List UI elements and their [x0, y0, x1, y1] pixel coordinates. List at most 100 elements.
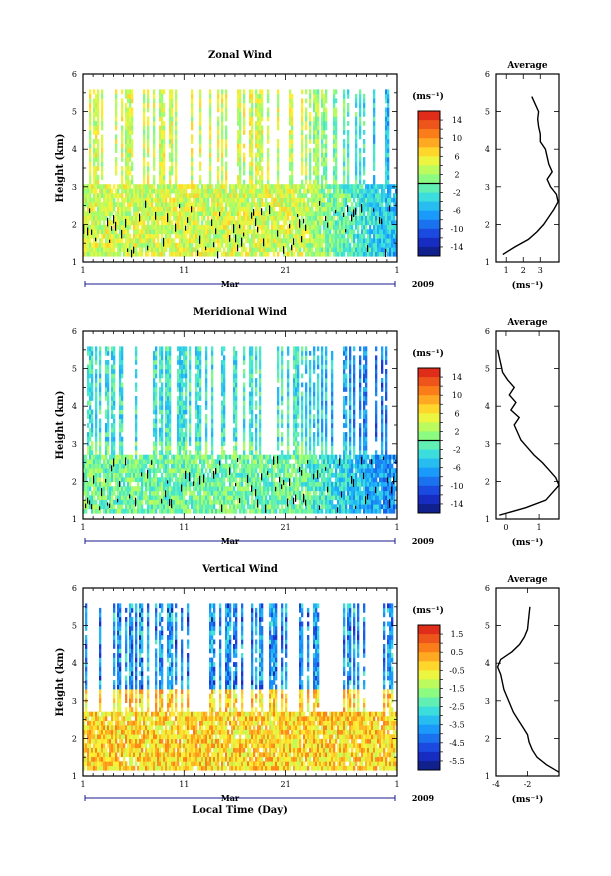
heatmap-cell [169, 93, 172, 99]
heatmap-cell [169, 427, 172, 433]
heatmap-cell [127, 179, 130, 185]
heatmap-cell [251, 112, 254, 117]
heatmap-cell [251, 251, 254, 257]
heatmap-cell [197, 477, 200, 483]
heatmap-cell [349, 188, 352, 194]
heatmap-cell [259, 143, 262, 149]
heatmap-cell [89, 418, 92, 424]
heatmap-cell [347, 211, 350, 216]
heatmap-cell [175, 121, 178, 126]
heatmap-cell [113, 197, 116, 203]
heatmap-cell [309, 121, 312, 126]
heatmap-cell [161, 193, 164, 198]
heatmap-cell [167, 387, 170, 392]
heatmap-cell [335, 188, 338, 194]
heatmap-cell [101, 175, 104, 180]
heatmap-cell [99, 508, 102, 514]
heatmap-cell [213, 229, 216, 235]
heatmap-cell [363, 161, 366, 167]
heatmap-cell [373, 247, 376, 253]
heatmap-cell [165, 472, 168, 478]
heatmap-cell [197, 202, 200, 207]
heatmap-cell [153, 423, 156, 428]
heatmap-cell [107, 238, 110, 244]
heatmap-cell [113, 436, 116, 442]
heatmap-cell [147, 134, 150, 140]
contour-mark [115, 221, 117, 231]
heatmap-cell [335, 238, 338, 244]
heatmap-cell [181, 378, 184, 383]
heatmap-cell [83, 504, 86, 510]
heatmap-cell [329, 202, 332, 207]
heatmap-cell [135, 220, 138, 226]
heatmap-cell [321, 211, 324, 216]
heatmap-cell [113, 454, 116, 460]
heatmap-cell [133, 193, 136, 198]
heatmap-cell [245, 238, 248, 244]
colorbar-label: 10 [452, 134, 462, 143]
heatmap-cell [169, 414, 172, 419]
heatmap-cell [331, 238, 334, 244]
heatmap-cell [277, 170, 280, 176]
colorbar-segment [418, 138, 440, 148]
contour-mark [111, 465, 113, 472]
heatmap-cell [247, 188, 250, 194]
heatmap-cell [193, 508, 196, 514]
heatmap-cell [167, 441, 170, 446]
heatmap-cell [145, 211, 148, 216]
heatmap-cell [143, 495, 146, 501]
heatmap-cell [137, 242, 140, 248]
heatmap-cell [253, 238, 256, 244]
heatmap-cell [155, 409, 158, 415]
heatmap-cell [387, 193, 390, 198]
heatmap-cell [309, 206, 312, 212]
heatmap-cell [99, 468, 102, 473]
heatmap-cell [159, 418, 162, 424]
heatmap-cell [389, 251, 392, 257]
heatmap-cell [353, 242, 356, 248]
heatmap-cell [189, 436, 192, 442]
heatmap-cell [137, 211, 140, 216]
heatmap-cell [255, 89, 258, 95]
heatmap-cell [393, 206, 396, 212]
heatmap-cell [95, 427, 98, 433]
heatmap-cell [279, 193, 282, 198]
heatmap-cell [141, 193, 144, 198]
heatmap-cell [243, 170, 246, 176]
heatmap-cell [197, 197, 200, 203]
heatmap-cell [295, 247, 298, 253]
heatmap-cell [191, 220, 194, 226]
heatmap-cell [203, 202, 206, 207]
heatmap-cell [255, 121, 258, 126]
heatmap-cell [167, 477, 170, 483]
heatmap-cell [153, 418, 156, 424]
contour-mark [211, 219, 213, 226]
heatmap-cell [323, 121, 326, 126]
heatmap-cell [311, 238, 314, 244]
heatmap-cell [123, 486, 126, 492]
heatmap-cell [161, 427, 164, 433]
heatmap-cell [115, 93, 118, 99]
heatmap-cell [251, 220, 254, 226]
heatmap-cell [159, 103, 162, 108]
heatmap-cell [189, 233, 192, 239]
heatmap-cell [91, 233, 94, 239]
heatmap-cell [163, 206, 166, 212]
heatmap-cell [277, 93, 280, 99]
heatmap-cell [161, 121, 164, 126]
heatmap-cell [165, 224, 168, 230]
heatmap-cell [265, 184, 268, 189]
heatmap-cell [291, 251, 294, 257]
heatmap-cell [93, 220, 96, 226]
heatmap-cell [243, 93, 246, 99]
heatmap-cell [301, 166, 304, 171]
heatmap-cell [267, 175, 270, 180]
heatmap-cell [107, 378, 110, 383]
heatmap-cell [171, 188, 174, 194]
heatmap-cell [261, 89, 264, 95]
heatmap-cell [339, 193, 342, 198]
heatmap-cell [147, 103, 150, 108]
heatmap-cell [317, 211, 320, 216]
heatmap-cell [387, 251, 390, 257]
